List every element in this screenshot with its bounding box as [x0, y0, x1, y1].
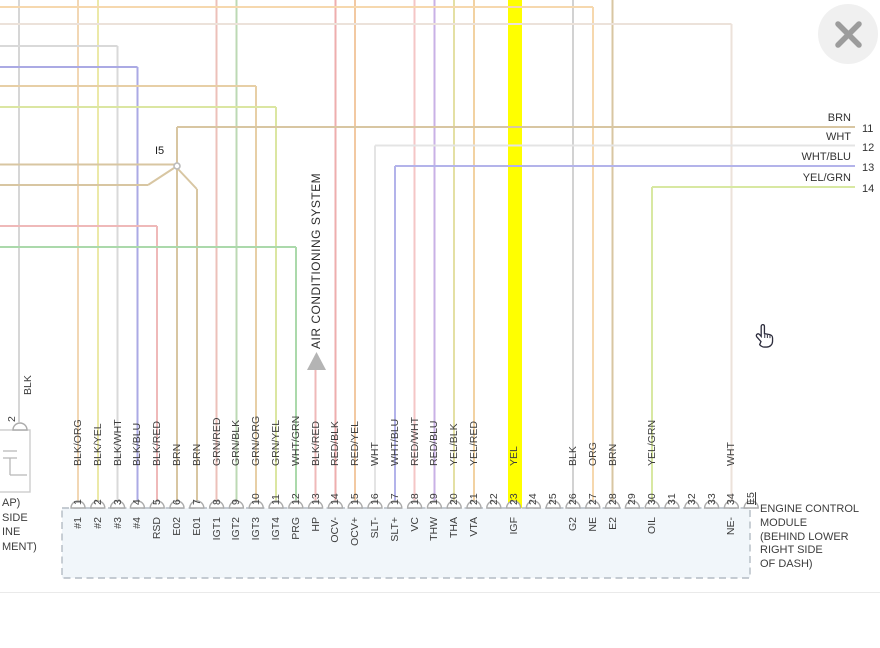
connector-bump	[149, 500, 165, 509]
connector-bump	[525, 500, 542, 509]
connector-bump	[684, 500, 700, 509]
connector-bump	[703, 500, 720, 509]
connector-bump	[387, 500, 403, 509]
up-arrow-icon	[307, 352, 326, 370]
connector-bump	[327, 500, 344, 509]
connector-bump	[288, 500, 304, 509]
connector-bump	[208, 500, 225, 509]
connector-bump	[446, 500, 462, 509]
connector-bump	[70, 500, 86, 509]
close-icon	[835, 21, 862, 48]
connector-bump	[664, 500, 680, 509]
connector-bump	[169, 500, 185, 509]
connector-bump	[12, 422, 28, 431]
connector-bump	[129, 500, 146, 509]
ecm-box	[61, 507, 751, 579]
connector-bump	[367, 500, 383, 509]
connector-bump	[565, 500, 581, 509]
splice-node[interactable]	[173, 162, 181, 170]
connector-bump	[406, 500, 423, 509]
wire-segment[interactable]	[177, 168, 198, 190]
connector-bump	[466, 500, 482, 509]
connector-bump	[644, 500, 660, 509]
close-button[interactable]	[818, 4, 878, 64]
connector-bump	[307, 500, 324, 509]
connector-bump	[585, 500, 601, 509]
connector-bump	[545, 500, 561, 509]
connector-bump	[426, 500, 443, 509]
connector-bump	[189, 500, 205, 509]
hand-pointer-cursor	[751, 321, 777, 358]
wire-segment[interactable]	[147, 167, 175, 186]
connector-bump	[723, 500, 740, 509]
component-box	[0, 429, 31, 493]
connector-bump	[604, 500, 621, 509]
connector-bump	[248, 500, 264, 509]
connector-bump	[268, 500, 284, 509]
connector-bump	[347, 500, 363, 509]
connector-bump	[228, 500, 245, 509]
connector-bump	[90, 500, 106, 509]
connector-bump	[109, 500, 126, 509]
connector-bump	[743, 500, 759, 509]
connector-bump	[624, 500, 641, 509]
connector-bump	[486, 500, 502, 509]
component-symbol	[3, 450, 27, 476]
connector-bump	[505, 500, 522, 509]
